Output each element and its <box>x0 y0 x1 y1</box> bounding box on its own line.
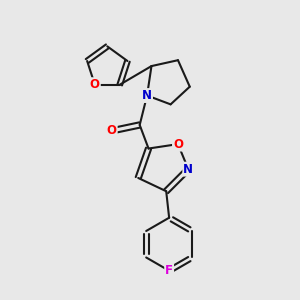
Text: O: O <box>90 78 100 91</box>
Text: O: O <box>173 138 183 151</box>
Text: F: F <box>165 264 173 277</box>
Text: O: O <box>107 124 117 137</box>
Text: N: N <box>142 89 152 102</box>
Text: N: N <box>183 163 193 176</box>
